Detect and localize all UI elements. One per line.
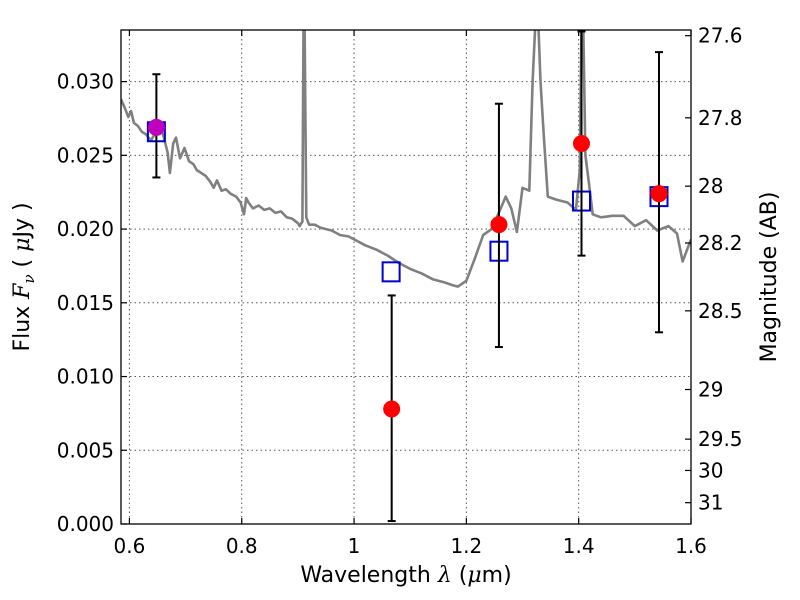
x-tick-label: 1.2	[450, 534, 482, 558]
y-axis-label-unit-mu: μ	[10, 238, 35, 252]
x-tick-label: 0.6	[114, 534, 146, 558]
y2-axis-label: Magnitude (AB)	[757, 192, 782, 363]
x-axis-label: Wavelength λ (μm)	[300, 563, 511, 588]
x-axis-label-unit-open: (	[452, 563, 468, 588]
y2-tick-label: 30	[698, 458, 723, 482]
x-tick-label: 1	[348, 534, 361, 558]
x-axis-label-symbol: λ	[437, 563, 452, 588]
x-axis-label-unit-rest: m)	[482, 563, 512, 588]
x-tick-label: 1.6	[675, 534, 707, 558]
observed-flux-layer	[147, 30, 668, 523]
y-tick-label: 0.000	[57, 512, 114, 536]
plot-frame	[120, 29, 692, 525]
y-tick-label: 0.010	[57, 365, 114, 389]
y2-tick-label: 29.5	[698, 427, 743, 451]
y-tick-label: 0.030	[57, 70, 114, 94]
observed-flux-point	[147, 118, 165, 136]
plot-background	[121, 30, 691, 524]
model-photometry-layer	[146, 121, 669, 283]
y2-tick-label: 28.2	[698, 231, 743, 255]
y-axis-label-subscript: ν	[20, 274, 38, 283]
x-axis-label-prefix: Wavelength	[300, 563, 438, 588]
y2-tick-label: 29	[698, 378, 723, 402]
observed-flux-point	[383, 400, 401, 418]
y-axis-label-unit-rest: Jy )	[10, 202, 35, 239]
y2-tick-label: 27.8	[698, 106, 743, 130]
y-tick-label: 0.020	[57, 217, 114, 241]
x-axis-label-unit-mu: μ	[467, 563, 481, 588]
observed-flux-point	[490, 216, 508, 234]
y-axis-label: Flux Fν ( μJy )	[10, 202, 38, 351]
observed-flux-point	[650, 185, 668, 203]
y-tick-label: 0.005	[57, 438, 114, 462]
y2-tick-label: 31	[698, 491, 723, 515]
y-tick-label: 0.025	[57, 143, 114, 167]
x-tick-label: 1.4	[563, 534, 595, 558]
y-axis-label-unit-open: (	[10, 252, 35, 275]
y-axis-label-symbol: F	[10, 283, 35, 300]
y-tick-label: 0.015	[57, 291, 114, 315]
y2-tick-label: 28	[698, 174, 723, 198]
y2-tick-label: 28.5	[698, 299, 743, 323]
y-axis-label-prefix: Flux	[10, 299, 35, 352]
axis-ticks: 0.6 0.8 1 1.2 1.4 1.6 0.000 0.005 0.010 0.015 0.02…	[57, 24, 743, 558]
x-tick-label: 0.8	[226, 534, 258, 558]
model-photometry-square	[381, 261, 401, 283]
observed-flux-point	[572, 135, 590, 153]
y2-tick-label: 27.6	[698, 24, 743, 48]
